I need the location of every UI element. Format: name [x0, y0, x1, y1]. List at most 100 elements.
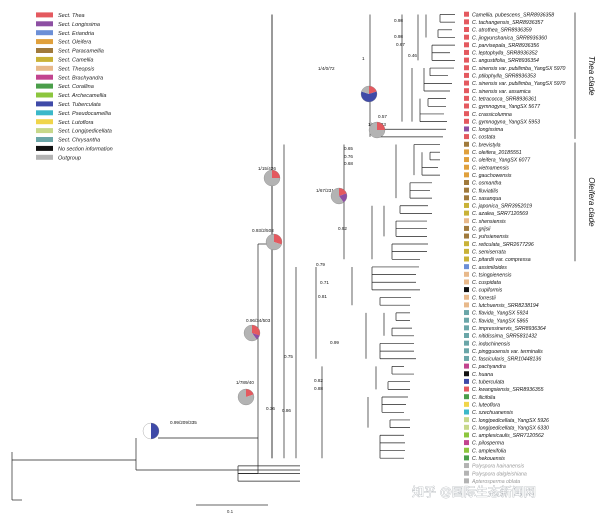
pie-slice — [252, 333, 260, 340]
tip-marker — [464, 355, 469, 361]
tip-label: C. crassicolumna — [472, 112, 512, 118]
legend-swatch — [36, 65, 53, 71]
node-support-label: 1/15/426 — [258, 166, 276, 171]
legend-swatch — [36, 39, 53, 45]
tip-marker — [464, 95, 469, 101]
tip-marker — [464, 363, 469, 369]
tip-labels: Camellia. pubescens_SRR8936358 C. tachang… — [471, 12, 566, 485]
ancestral-state-pie — [330, 187, 348, 205]
tip-label: C. osmantha — [472, 181, 502, 187]
node-support-label: 0.82 — [314, 378, 323, 383]
tip-label: Camellia. pubescens_SRR8936358 — [472, 12, 554, 18]
tip-marker — [464, 287, 469, 293]
tip-marker — [464, 88, 469, 94]
node-support-label: 0.81 — [318, 294, 327, 299]
tip-marker — [464, 202, 469, 208]
tip-label: C. pitardii var. compressa — [472, 257, 531, 263]
tip-marker — [464, 386, 469, 392]
tip-marker — [464, 72, 469, 78]
tip-label: C. flavida_YangSX 5924 — [472, 311, 528, 317]
tip-label: C. reticulata_SRR2677296 — [472, 242, 534, 248]
node-support-label: 0.75 — [284, 354, 293, 359]
legend-label: Outgroup — [58, 155, 81, 161]
tip-label: C. assimiloides — [472, 265, 507, 271]
tip-marker — [464, 348, 469, 354]
legend-label: Sect. Camellia — [58, 58, 93, 64]
tip-label: C. costata — [472, 135, 495, 141]
pie-slice — [238, 389, 255, 405]
legend-label: Sect. Theopsis — [58, 66, 95, 72]
tip-label: C. kwangsiensis_SRR8936355 — [472, 387, 544, 393]
tip-label: C. pachyandra — [472, 364, 506, 370]
tip-label: C. longipedicellata_YangSX 5926 — [472, 418, 549, 424]
tip-marker — [464, 195, 469, 201]
tip-marker — [464, 378, 469, 384]
node-support-label: 0.88 — [314, 386, 323, 391]
pie-slice — [252, 325, 260, 336]
tip-label: C. sasanqua — [472, 196, 501, 202]
pie-slice — [377, 122, 385, 130]
tip-label: C. azalea_SRR7120569 — [472, 211, 528, 217]
tip-label: C. forrestii — [472, 295, 496, 301]
clade-label: Oleifera clade — [587, 177, 596, 227]
tip-label: C. gymnogyna_YangSX 5953 — [472, 119, 540, 125]
tip-marker — [464, 103, 469, 109]
tip-label: Polyspora hainanensis — [472, 464, 525, 470]
tip-label: C. gauchowensis — [472, 173, 512, 179]
legend-swatch — [36, 119, 53, 125]
node-support-label: 0.86 — [282, 408, 291, 413]
legend-label: Sect. Brachyandra — [58, 75, 103, 81]
tree-branches — [11, 14, 455, 501]
node-support-label: 0.92 — [338, 226, 347, 231]
tip-marker — [464, 49, 469, 55]
tip-marker — [464, 157, 469, 163]
tip-marker — [464, 149, 469, 155]
tip-label: C. indochinensis — [472, 341, 510, 347]
tip-label: C. sinensis var. assamica — [472, 89, 531, 95]
node-support-label: 0.36 — [266, 406, 275, 411]
pie-slice — [143, 423, 151, 439]
tip-label: C. gymnogyna_YangSX 5677 — [472, 104, 541, 110]
legend-label: Sect. Lutoflora — [58, 120, 93, 126]
tip-marker — [464, 187, 469, 193]
tip-marker — [464, 65, 469, 71]
tip-label: C. angustifolia_SRR8936354 — [472, 58, 539, 64]
legend-label: No section information — [58, 147, 113, 153]
node-support-label: 1/67/231 — [316, 188, 334, 193]
tip-label: C. hekouensis — [472, 456, 505, 462]
tip-marker — [464, 225, 469, 231]
legend-swatch — [36, 145, 53, 151]
tip-marker — [464, 432, 469, 438]
tip-label: Apterosperma oblata — [471, 479, 520, 485]
node-support-labels: 1/4/0/72 1/15/426 1/67/231 0.93/2/508 0.96/3… — [170, 18, 417, 425]
tip-label: C. tsingpienensis — [472, 272, 512, 278]
tip-marker — [464, 271, 469, 277]
node-support-label: 0.93/2/508 — [252, 228, 274, 233]
pie-slice — [361, 86, 369, 94]
pie-slice — [272, 170, 280, 178]
node-support-label: 0.57 — [378, 114, 387, 119]
node-support-label: 0.46 — [408, 53, 417, 58]
tip-label: C. yuhsienensis — [472, 234, 509, 240]
tip-marker — [464, 294, 469, 300]
legend-label: Sect. Oleifera — [58, 40, 91, 46]
tip-label: C. lutchuensis_SRR8238194 — [472, 303, 539, 309]
legend-label: Sect. Longissima — [58, 22, 100, 28]
tip-label: C. semiserrata — [472, 249, 506, 255]
pie-slice — [264, 170, 280, 186]
watermark-text: 知乎 @国际生态新闻网 — [412, 484, 536, 499]
legend-swatch — [36, 12, 53, 18]
tip-marker — [464, 317, 469, 323]
tip-marker — [464, 218, 469, 224]
ancestral-state-pies — [142, 85, 386, 440]
tip-marker — [464, 401, 469, 407]
tip-marker — [464, 126, 469, 132]
tip-marker — [464, 325, 469, 331]
tip-label: C. vietnamensis — [472, 165, 509, 171]
tip-marker — [464, 447, 469, 453]
tip-marker — [464, 118, 469, 124]
legend-label: Sect. Archecamellia — [58, 93, 106, 99]
node-support-label: 0.68 — [344, 161, 353, 166]
node-support-label: 0.98 — [394, 18, 403, 23]
